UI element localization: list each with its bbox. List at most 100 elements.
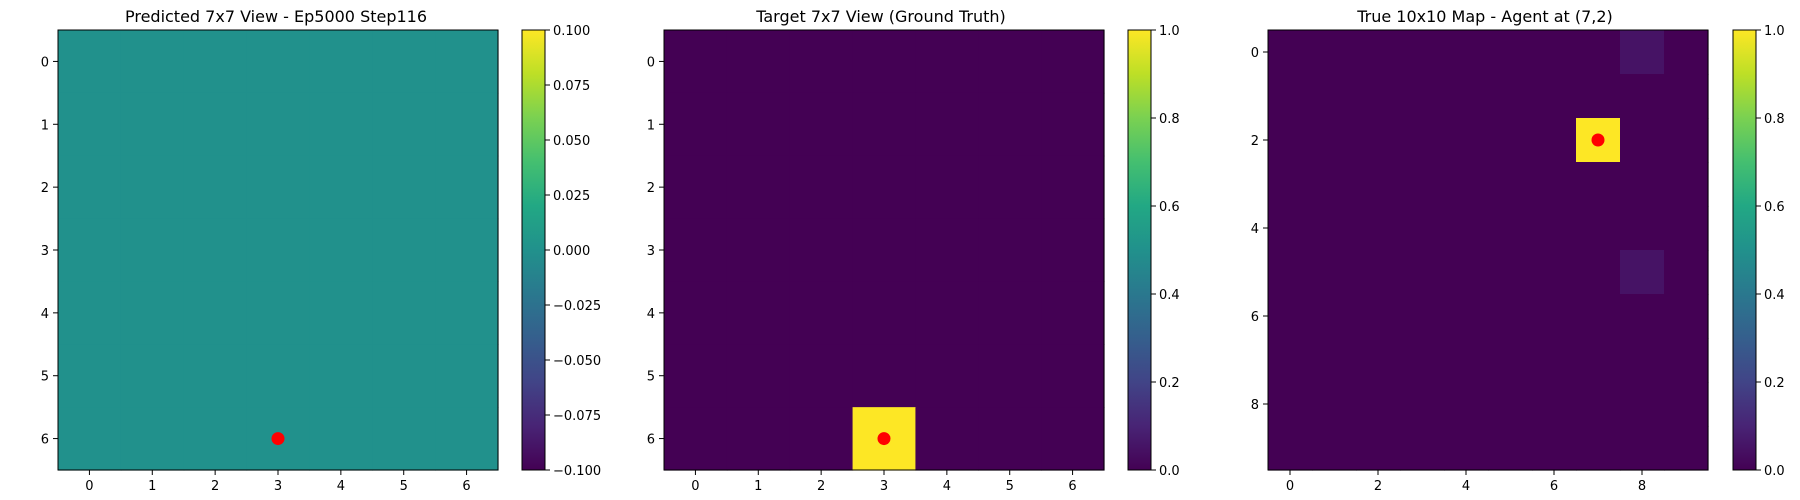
colorbar-tick-label: −0.025 <box>553 299 601 314</box>
heatmap-cell <box>1576 30 1621 75</box>
heatmap-cell <box>1268 250 1313 295</box>
colorbar-tick-label: 0.075 <box>553 79 590 94</box>
heatmap-cell <box>789 344 854 408</box>
heatmap-cell <box>1400 118 1445 163</box>
heatmap-cell <box>1312 294 1357 339</box>
heatmap-cell <box>664 218 728 283</box>
heatmap-cell <box>1664 294 1709 339</box>
colorbar-tick-label: 0.4 <box>1764 288 1785 303</box>
heatmap-cell <box>58 30 122 94</box>
heatmap-cell <box>664 155 728 220</box>
heatmap-cell <box>1400 206 1445 251</box>
colorbar-tick-label: −0.075 <box>553 409 601 424</box>
heatmap-cell <box>1041 218 1105 283</box>
heatmap-cell <box>1532 294 1577 339</box>
heatmap-cell <box>309 218 373 283</box>
heatmap-cell <box>1620 382 1665 427</box>
heatmap-cell <box>1400 250 1445 295</box>
colorbar-tick-label: 0.6 <box>1159 200 1180 215</box>
heatmap-cell <box>1444 250 1489 295</box>
heatmap-cell <box>1041 344 1105 408</box>
heatmap-cell <box>1620 338 1665 383</box>
x-tick-label: 0 <box>85 479 93 494</box>
heatmap-cell <box>1576 426 1621 471</box>
y-tick-label: 0 <box>41 55 49 70</box>
y-tick-label: 8 <box>1251 398 1259 413</box>
heatmap-cell <box>1488 30 1533 75</box>
heatmap-cell <box>1356 74 1401 119</box>
y-tick-label: 2 <box>647 181 655 196</box>
x-tick-label: 3 <box>274 479 282 494</box>
heatmap-cell <box>1664 338 1709 383</box>
y-tick-label: 6 <box>647 433 655 448</box>
colorbar-tick-label: 0.8 <box>1764 112 1785 127</box>
heatmap-cell <box>435 281 499 345</box>
x-tick-label: 6 <box>1068 479 1076 494</box>
heatmap-cell <box>1312 206 1357 251</box>
heatmap-cell <box>1356 162 1401 207</box>
heatmap-cell <box>726 281 791 345</box>
colorbar-tick-label: −0.050 <box>553 354 601 369</box>
heatmap-cell <box>1620 118 1665 163</box>
heatmap-cell <box>58 407 122 471</box>
x-tick-label: 0 <box>691 479 699 494</box>
heatmap-cell <box>1356 30 1401 75</box>
x-tick-label: 5 <box>1006 479 1014 494</box>
heatmap-cell <box>726 218 791 283</box>
heatmap-cell <box>183 92 248 157</box>
heatmap-cell <box>1576 294 1621 339</box>
heatmap-cell <box>1268 338 1313 383</box>
heatmap-cell <box>1041 281 1105 345</box>
heatmap-cell <box>183 281 248 345</box>
heatmap-cell <box>1268 294 1313 339</box>
heatmap-cell <box>915 344 979 408</box>
x-tick-label: 6 <box>1550 479 1558 494</box>
heatmap-cell <box>852 281 917 345</box>
heatmap-cell <box>1576 382 1621 427</box>
heatmap-cell <box>1356 426 1401 471</box>
x-tick-label: 8 <box>1638 479 1646 494</box>
heatmap-cell <box>1268 118 1313 163</box>
heatmap-cell <box>120 218 185 283</box>
heatmap-cell <box>1268 426 1313 471</box>
heatmap-cell <box>120 281 185 345</box>
heatmap-cell <box>1532 250 1577 295</box>
heatmap-cell <box>435 30 499 94</box>
heatmap-cell <box>372 281 436 345</box>
heatmap-cell <box>372 155 436 220</box>
heatmap-cell <box>1268 162 1313 207</box>
heatmap-cell <box>183 30 248 94</box>
heatmap-cell <box>1444 382 1489 427</box>
heatmap-cell <box>58 344 122 408</box>
heatmap-cell <box>1576 74 1621 119</box>
heatmap-cell <box>58 218 122 283</box>
heatmap-cell <box>664 281 728 345</box>
heatmap-cell <box>852 344 917 408</box>
colorbar-tick-label: 1.0 <box>1159 24 1180 39</box>
heatmap-cell <box>1312 118 1357 163</box>
heatmap-cell <box>1400 162 1445 207</box>
heatmap-cell <box>1312 382 1357 427</box>
y-tick-label: 4 <box>41 307 49 322</box>
heatmap-cell <box>246 344 311 408</box>
heatmap-cell <box>978 218 1042 283</box>
heatmap-cell <box>1620 30 1665 75</box>
heatmap-cell <box>1268 382 1313 427</box>
agent-marker <box>877 432 891 446</box>
heatmap-cell <box>183 155 248 220</box>
heatmap-cell <box>1356 294 1401 339</box>
heatmap-cell <box>120 30 185 94</box>
heatmap-cell <box>309 407 373 471</box>
heatmap-cell <box>1444 162 1489 207</box>
heatmap-cell <box>246 30 311 94</box>
y-tick-label: 0 <box>1251 46 1259 61</box>
heatmap-cell <box>58 155 122 220</box>
y-tick-label: 3 <box>647 244 655 259</box>
heatmap-cell <box>246 218 311 283</box>
y-tick-label: 0 <box>647 55 655 70</box>
heatmap-cell <box>915 155 979 220</box>
colorbar-tick-label: 0.0 <box>1159 464 1180 479</box>
heatmap-cell <box>978 92 1042 157</box>
heatmap-cell <box>1664 162 1709 207</box>
heatmap-cell <box>120 344 185 408</box>
